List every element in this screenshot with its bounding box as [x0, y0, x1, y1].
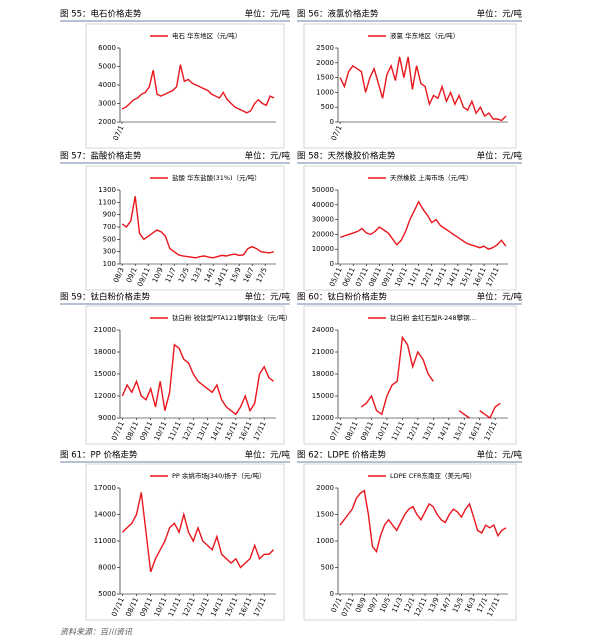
unit-label: 单位：元/吨 [477, 450, 523, 461]
y-tick-label: 2000 [316, 484, 334, 492]
y-tick-label: 14000 [94, 511, 116, 519]
series-line [360, 335, 501, 420]
y-tick-label: 15000 [312, 392, 334, 400]
y-tick-label: 0 [330, 260, 334, 268]
y-tick-label: 100 [103, 260, 116, 268]
chart-frame [85, 165, 285, 291]
y-tick-label: 1500 [316, 511, 334, 519]
chart-frame [85, 23, 285, 149]
y-tick-label: 4000 [98, 81, 116, 89]
figure-title: 图 58：天然橡胶价格走势 [297, 151, 396, 162]
figure-title: 图 56：液氯价格走势 [297, 9, 379, 20]
y-tick-label: 2000 [98, 118, 116, 126]
y-tick-label: 500 [103, 235, 116, 243]
y-tick-label: 2500 [316, 44, 334, 52]
y-tick-label: 12000 [94, 392, 116, 400]
figure-title: 图 61：PP 价格走势 [60, 450, 138, 461]
series-line [339, 56, 507, 122]
y-tick-label: 21000 [94, 326, 116, 334]
y-tick-label: 18000 [312, 370, 334, 378]
legend-label: 天然橡胶 上海市场（元/吨） [390, 173, 472, 182]
y-tick-label: 15000 [94, 370, 116, 378]
legend-label: 液氯 华东地区（元/吨） [390, 31, 459, 40]
legend-label: 钛白粉 金红石型R-248攀钢… [390, 313, 476, 322]
y-tick-label: 1000 [316, 88, 334, 96]
legend-label: LDPE CFR东南亚（美元/吨） [390, 471, 476, 480]
y-tick-label: 10000 [312, 245, 334, 253]
y-tick-label: 900 [103, 211, 116, 219]
series-line [121, 64, 275, 114]
y-tick-label: 1000 [316, 537, 334, 545]
y-tick-label: 9000 [98, 414, 116, 422]
y-tick-label: 500 [321, 103, 334, 111]
unit-label: 单位：元/吨 [477, 9, 523, 20]
y-tick-label: 5000 [98, 590, 116, 598]
y-tick-label: 20000 [312, 230, 334, 238]
y-tick-label: 1300 [98, 186, 116, 194]
series-line [339, 489, 507, 554]
y-tick-label: 0 [330, 590, 334, 598]
y-tick-label: 3000 [98, 100, 116, 108]
y-tick-label: 6000 [98, 44, 116, 52]
y-tick-label: 300 [103, 248, 116, 256]
y-tick-label: 2000 [316, 59, 334, 67]
chart-frame [303, 305, 517, 445]
y-tick-label: 18000 [94, 348, 116, 356]
figure-title: 图 60：钛白粉价格走势 [297, 292, 388, 303]
y-tick-label: 1100 [98, 198, 116, 206]
legend-label: 钛白粉 锐钛型PTA121攀钢钛业（元/吨） [172, 313, 292, 322]
legend-label: 电石 华东地区（元/吨） [172, 31, 241, 40]
series-line [121, 343, 275, 416]
y-tick-label: 5000 [98, 63, 116, 71]
figure-title: 图 57：盐酸价格走势 [60, 151, 142, 162]
unit-label: 单位：元/吨 [245, 450, 291, 461]
legend-label: PP 余姚市场J340/扬子（元/吨） [172, 471, 266, 480]
y-tick-label: 11000 [94, 537, 116, 545]
y-tick-label: 17000 [94, 484, 116, 492]
source-note: 资料来源：百川资讯 [60, 628, 133, 637]
legend-label: 盐酸 华东盐酸(31%)（元/吨） [172, 173, 261, 182]
series-line [339, 200, 507, 250]
y-tick-label: 8000 [98, 564, 116, 572]
unit-label: 单位：元/吨 [245, 151, 291, 162]
y-tick-label: 12000 [312, 414, 334, 422]
y-tick-label: 700 [103, 223, 116, 231]
figure-title: 图 62：LDPE 价格走势 [297, 450, 386, 461]
chart-frame [303, 165, 517, 291]
unit-label: 单位：元/吨 [477, 151, 523, 162]
y-tick-label: 40000 [312, 201, 334, 209]
figure-title: 图 55：电石价格走势 [60, 9, 142, 20]
y-tick-label: 30000 [312, 216, 334, 224]
figure-title: 图 59：钛白粉价格走势 [60, 292, 151, 303]
chart-frame [85, 305, 285, 445]
y-tick-label: 24000 [312, 326, 334, 334]
y-tick-label: 1500 [316, 74, 334, 82]
series-line [121, 492, 275, 573]
unit-label: 单位：元/吨 [245, 292, 291, 303]
y-tick-label: 500 [321, 564, 334, 572]
y-tick-label: 50000 [312, 186, 334, 194]
y-tick-label: 21000 [312, 348, 334, 356]
series-line [121, 196, 274, 259]
unit-label: 单位：元/吨 [477, 292, 523, 303]
unit-label: 单位：元/吨 [245, 9, 291, 20]
y-tick-label: 0 [330, 118, 334, 126]
chart-frame [303, 23, 517, 149]
